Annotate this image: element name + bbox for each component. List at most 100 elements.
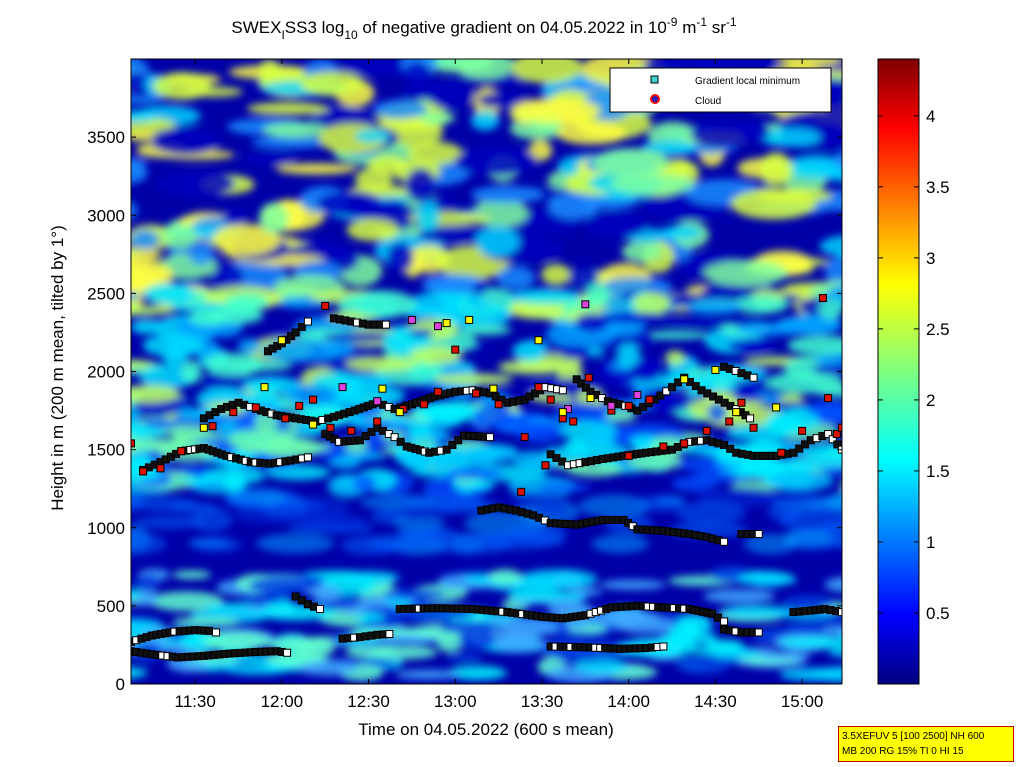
gradient-minimum-marker — [396, 437, 405, 446]
heat-blob — [131, 247, 163, 263]
heat-blob — [510, 59, 583, 84]
heat-blob — [578, 494, 651, 518]
heat-blob — [237, 338, 261, 354]
x-tick-label: 11:30 — [175, 692, 216, 711]
cloud-marker — [472, 389, 481, 398]
heat-blob — [821, 626, 842, 636]
gradient-minimum-marker — [489, 384, 498, 393]
heat-blob — [643, 384, 692, 413]
heat-blob — [188, 242, 213, 266]
heat-blob — [685, 300, 743, 315]
heat-blob — [474, 226, 520, 257]
legend-marker-gradient-min — [650, 75, 659, 84]
gradient-minimum-marker — [283, 648, 292, 657]
cloud-marker — [777, 448, 786, 457]
cloud-marker — [433, 387, 442, 396]
x-tick-label: 13:30 — [521, 692, 564, 711]
legend-box — [609, 67, 832, 113]
gradient-minimum-marker — [395, 408, 404, 417]
heat-blob — [383, 588, 446, 600]
heat-blob — [464, 444, 500, 462]
heat-blob — [345, 356, 417, 372]
y-axis-label: Height in m (200 m mean, tilted by 1°) — [48, 225, 67, 511]
gradient-minimum-marker — [828, 435, 837, 444]
cloud-marker — [229, 408, 238, 417]
y-tick-label: 0 — [116, 675, 125, 694]
heat-blob — [779, 508, 842, 534]
gradient-minimum-marker — [338, 383, 347, 392]
colorbar-tick-label: 3.5 — [926, 178, 950, 197]
heat-blob — [368, 155, 407, 174]
heat-blob — [131, 588, 143, 599]
heat-blob — [740, 120, 770, 143]
heat-blob — [496, 266, 536, 289]
cloud-marker — [177, 447, 186, 456]
heat-blob — [599, 579, 666, 590]
gradient-minimum-marker — [772, 403, 781, 412]
heat-blob — [351, 290, 417, 318]
heat-blob — [502, 619, 559, 637]
gradient-minimum-marker — [732, 408, 741, 417]
gradient-minimum-marker — [789, 448, 798, 457]
gradient-minimum-marker — [833, 440, 842, 449]
heat-blob — [439, 620, 497, 635]
heat-blob — [736, 322, 810, 336]
heat-blob — [587, 608, 659, 626]
heat-blob — [317, 190, 384, 217]
heat-blob — [470, 185, 543, 204]
heat-blob — [556, 121, 628, 145]
heat-blob — [739, 572, 795, 582]
heat-blob — [243, 376, 304, 395]
gradient-minimum-marker — [749, 373, 758, 382]
heat-blob — [727, 339, 776, 354]
heat-blob — [591, 534, 649, 554]
heat-blob — [131, 202, 138, 219]
gradient-minimum-marker — [465, 315, 474, 324]
heat-blob — [755, 188, 833, 203]
gradient-minimum-marker — [680, 375, 689, 384]
heat-blob — [358, 619, 407, 629]
colorbar-tick-label: 1.5 — [926, 462, 950, 481]
heat-blob — [256, 533, 334, 554]
gradient-minimum-marker — [211, 628, 220, 637]
heat-blob — [758, 651, 811, 661]
gradient-minimum-marker — [720, 617, 729, 626]
cloud-marker — [702, 426, 711, 435]
heat-blob — [132, 515, 206, 529]
heat-blob — [833, 150, 842, 170]
legend-marker-cloud — [650, 94, 660, 104]
heat-blob — [148, 591, 224, 612]
cloud-marker — [373, 417, 382, 426]
cloud-marker — [420, 400, 429, 409]
heat-blob — [131, 305, 175, 316]
heat-blob — [335, 477, 360, 489]
gradient-minimum-marker — [385, 630, 394, 638]
heat-blob — [275, 163, 358, 175]
heat-blob — [302, 512, 368, 535]
heat-blob — [258, 59, 281, 81]
heat-blob — [584, 210, 649, 239]
heat-blob — [181, 360, 202, 384]
heat-blob — [824, 576, 842, 593]
heat-blob — [538, 482, 590, 492]
cloud-marker — [139, 467, 148, 476]
gradient-minimum-marker — [662, 387, 671, 396]
gradient-minimum-marker — [795, 444, 804, 453]
heat-blob — [131, 263, 165, 291]
cloud-marker — [295, 401, 304, 410]
gradient-minimum-marker — [581, 383, 590, 392]
heat-blob — [671, 160, 692, 178]
heat-blob — [336, 386, 405, 407]
heat-blob — [840, 482, 842, 493]
heat-blob — [542, 305, 564, 321]
heat-blob — [517, 569, 598, 590]
heat-blob — [766, 410, 820, 433]
heat-blob — [632, 292, 671, 316]
heat-blob — [182, 475, 213, 484]
gradient-minimum-marker — [448, 440, 457, 449]
gradient-minimum-marker — [260, 383, 269, 392]
heat-blob — [610, 173, 695, 195]
heat-blob — [819, 165, 842, 182]
y-tick-label: 1500 — [87, 441, 125, 460]
colorbar-tick-label: 4 — [926, 107, 935, 126]
